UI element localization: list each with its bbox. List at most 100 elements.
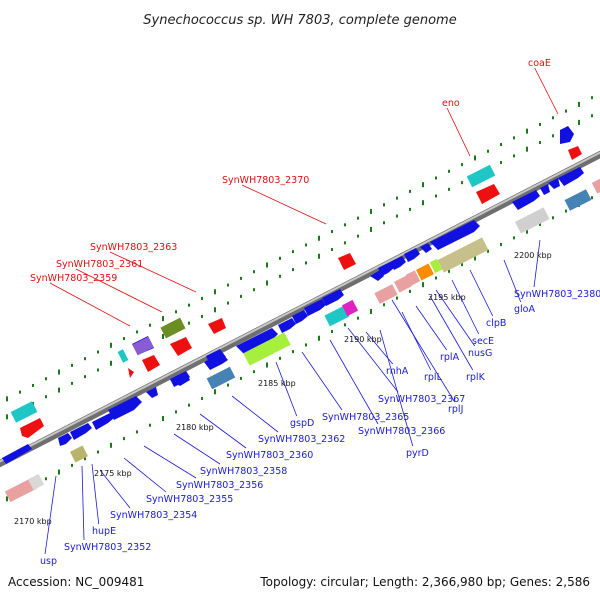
gene-box[interactable] — [405, 270, 421, 286]
gene-arrow[interactable] — [206, 349, 226, 365]
gene-arrow[interactable] — [292, 310, 308, 324]
gene-label[interactable]: rnhA — [386, 366, 409, 377]
gene-arrow-red[interactable] — [476, 184, 500, 204]
gene-box[interactable] — [564, 189, 592, 211]
tick-mark — [409, 207, 411, 211]
gene-arrow[interactable] — [560, 126, 574, 144]
gene-label[interactable]: SynWH7803_2356 — [176, 480, 263, 491]
gene-label[interactable]: SynWH7803_2366 — [358, 426, 445, 437]
gene-label-red[interactable]: eno — [442, 98, 460, 109]
gene-label-red[interactable]: SynWH7803_2359 — [30, 273, 117, 284]
tick-mark — [396, 214, 398, 218]
gene-box[interactable] — [429, 258, 443, 274]
gene-arrow[interactable] — [430, 220, 480, 250]
gene-label[interactable]: SynWH7803_2380 — [514, 289, 600, 300]
gene-box[interactable] — [10, 401, 38, 423]
gene-arrow[interactable] — [92, 413, 114, 430]
gene-label-red[interactable]: coaE — [528, 58, 551, 69]
gene-arrow[interactable] — [304, 299, 326, 316]
gene-arrow-red[interactable] — [170, 337, 192, 356]
gene-arrow[interactable] — [558, 167, 584, 186]
gene-label-red[interactable]: SynWH7803_2361 — [56, 259, 143, 270]
gene-arrow-red[interactable] — [128, 368, 134, 378]
gene-box[interactable] — [324, 305, 350, 327]
gene-box[interactable] — [132, 336, 154, 356]
gene-box[interactable] — [394, 275, 412, 293]
gene-box[interactable] — [591, 178, 600, 194]
gene-label-red[interactable]: SynWH7803_2370 — [222, 175, 309, 186]
gene-box[interactable] — [515, 207, 550, 234]
tick-mark — [357, 234, 359, 238]
gene-arrow-red[interactable] — [20, 418, 44, 438]
leader-line — [365, 331, 394, 365]
gene-arrow[interactable] — [540, 184, 550, 195]
tick-mark — [578, 119, 580, 125]
gene-label[interactable]: rplL — [424, 372, 443, 383]
gene-arrow[interactable] — [146, 387, 158, 398]
gene-box[interactable] — [70, 445, 88, 463]
gene-label[interactable]: gloA — [514, 304, 535, 315]
gene-box[interactable] — [416, 263, 434, 281]
tick-mark — [591, 196, 593, 200]
tick-mark — [500, 143, 502, 147]
gene-label[interactable]: nusG — [468, 348, 492, 359]
gene-label[interactable]: rplJ — [448, 404, 463, 415]
gene-box[interactable] — [466, 164, 496, 188]
gene-label[interactable]: SynWH7803_2355 — [146, 494, 233, 505]
gene-arrow-red[interactable] — [568, 146, 582, 160]
tick-mark — [565, 109, 567, 113]
gene-arrow[interactable] — [512, 190, 540, 210]
gene-label[interactable]: SynWH7803_2358 — [200, 466, 287, 477]
gene-label[interactable]: SynWH7803_2352 — [64, 542, 151, 553]
gene-label[interactable]: clpB — [486, 318, 506, 329]
gene-label-red[interactable]: SynWH7803_2363 — [90, 242, 177, 253]
gene-box[interactable] — [206, 366, 236, 390]
tick-mark — [240, 276, 242, 280]
gene-box[interactable] — [160, 317, 186, 339]
gene-arrow[interactable] — [390, 256, 406, 270]
gene-arrow[interactable] — [170, 372, 190, 386]
tick-mark — [435, 194, 437, 198]
gene-label[interactable]: SynWH7803_2367 — [378, 394, 465, 405]
gene-arrow[interactable] — [404, 248, 420, 262]
tick-mark — [370, 226, 372, 232]
gene-arrow[interactable] — [108, 396, 142, 420]
gene-arrow-red[interactable] — [142, 355, 160, 372]
gene-arrow[interactable] — [322, 289, 344, 306]
gene-label[interactable]: pyrD — [406, 448, 429, 459]
gene-arrow[interactable] — [420, 243, 432, 253]
gene-arrow-red[interactable] — [338, 253, 356, 270]
gene-arrow[interactable] — [58, 433, 72, 446]
gene-label[interactable]: gspD — [290, 418, 314, 429]
gene-label[interactable]: hupE — [92, 526, 116, 537]
gene-box[interactable] — [117, 349, 129, 363]
gene-box[interactable] — [4, 477, 38, 503]
gene-label[interactable]: usp — [40, 556, 57, 567]
gene-label[interactable]: rplK — [466, 372, 486, 383]
tick-mark — [240, 376, 242, 380]
gene-box[interactable] — [374, 284, 398, 304]
gene-box[interactable] — [27, 473, 45, 491]
gene-box[interactable] — [243, 332, 291, 366]
gene-arrow[interactable] — [70, 423, 92, 440]
gene-arrow[interactable] — [236, 328, 278, 354]
gene-arrow[interactable] — [2, 444, 32, 464]
gene-label[interactable]: SynWH7803_2362 — [258, 434, 345, 445]
gene-arrow[interactable] — [278, 318, 296, 333]
tick-mark — [214, 389, 216, 395]
tick-mark — [188, 303, 190, 307]
gene-label[interactable]: SynWH7803_2365 — [322, 412, 409, 423]
tick-mark — [318, 235, 320, 241]
gene-label[interactable]: SynWH7803_2360 — [226, 450, 313, 461]
gene-label[interactable]: SynWH7803_2354 — [110, 510, 197, 521]
tick-mark — [331, 330, 333, 334]
gene-arrow[interactable] — [378, 262, 394, 276]
gene-arrow-red[interactable] — [208, 318, 226, 334]
gene-box[interactable] — [437, 237, 489, 273]
gene-box[interactable] — [341, 299, 359, 317]
gene-arrow[interactable] — [548, 178, 560, 189]
gene-label[interactable]: secE — [472, 336, 494, 347]
tick-mark — [435, 276, 437, 280]
gene-label[interactable]: rplA — [440, 352, 460, 363]
tick-mark — [539, 222, 541, 226]
